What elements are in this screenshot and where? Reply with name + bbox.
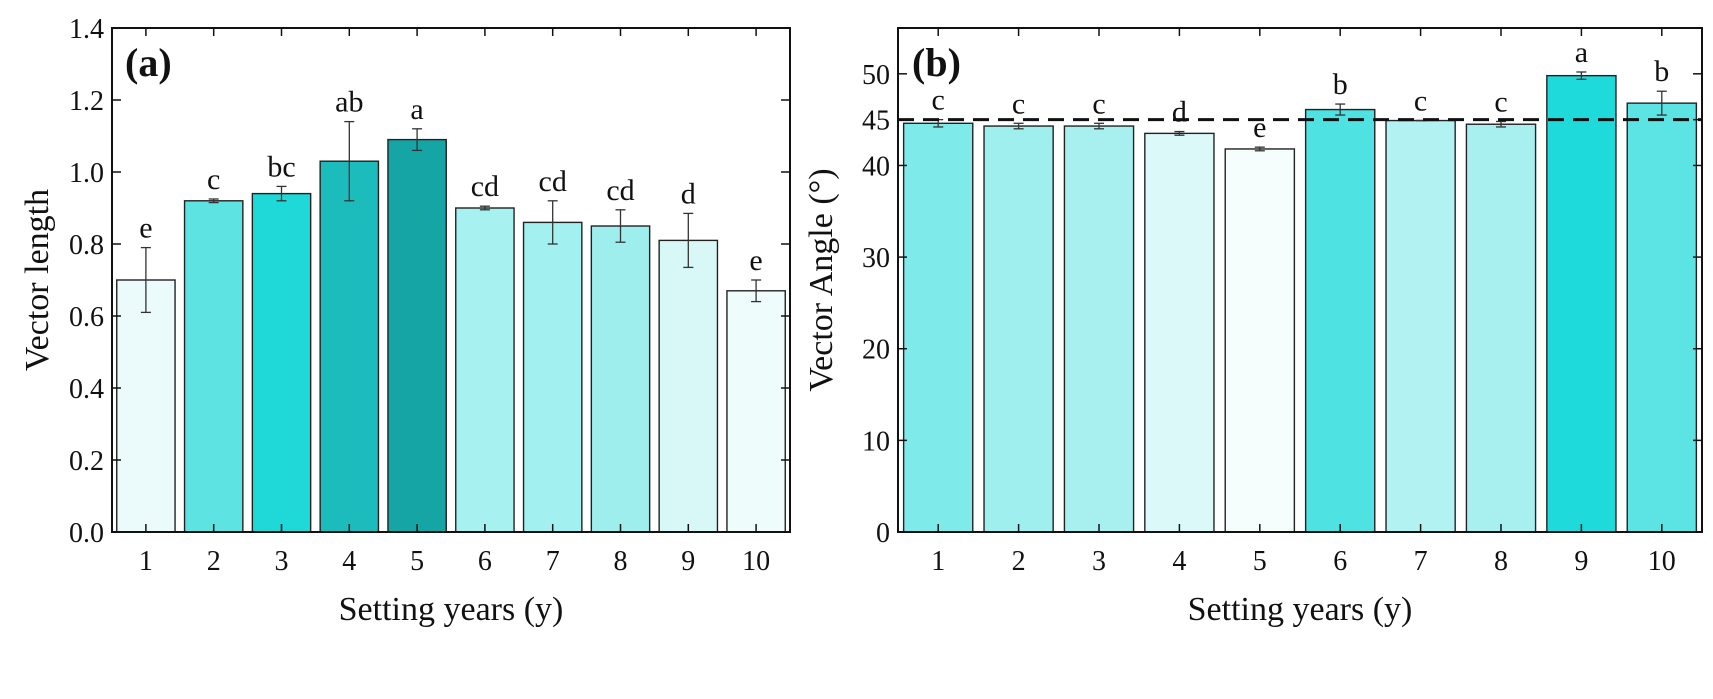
bar <box>658 239 719 533</box>
y-tick-label: 20 <box>862 335 890 366</box>
significance-label: cd <box>471 170 499 203</box>
significance-label: e <box>139 212 152 245</box>
significance-label: b <box>1333 68 1348 101</box>
bar <box>590 225 651 533</box>
significance-label: a <box>1575 36 1588 69</box>
panel-label: (a) <box>125 40 172 85</box>
y-tick-label: 1.0 <box>69 158 104 189</box>
x-tick-label: 10 <box>742 546 770 577</box>
y-tick-label: 0 <box>876 518 890 549</box>
bar <box>1224 148 1296 533</box>
x-axis-title: Setting years (y) <box>1188 591 1413 628</box>
x-tick-label: 2 <box>207 546 221 577</box>
y-tick-label: 0.0 <box>69 518 104 549</box>
x-tick-label: 10 <box>1648 546 1676 577</box>
x-tick-label: 9 <box>681 546 695 577</box>
significance-label: c <box>1012 87 1025 120</box>
x-axis-title: Setting years (y) <box>339 591 564 628</box>
significance-label: c <box>932 84 945 117</box>
bar <box>1626 102 1698 533</box>
y-tick-label: 45 <box>862 106 890 137</box>
bar <box>1546 74 1617 533</box>
bar <box>319 160 380 533</box>
bar <box>455 207 515 533</box>
bar <box>183 200 244 533</box>
significance-label: c <box>1414 85 1427 118</box>
y-axis-title: Vector Angle (°) <box>803 168 840 391</box>
bar <box>1385 119 1456 533</box>
significance-label: ab <box>335 86 363 119</box>
chart-panel-b: c 1 c 2 c 3 d 4 e 5 b 6 c 7 c 8 a 9 b 10 0 10 20 30 40 45 50 (b) Set… <box>803 27 1703 628</box>
y-axis-title: Vector length <box>19 189 56 371</box>
significance-label: e <box>1253 111 1266 144</box>
significance-label: d <box>1172 96 1187 129</box>
x-tick-label: 3 <box>275 546 289 577</box>
bar <box>726 290 786 533</box>
significance-label: d <box>681 177 696 210</box>
y-tick-label: 0.6 <box>69 302 104 333</box>
significance-label: e <box>749 244 762 277</box>
bar <box>1144 132 1215 533</box>
bar <box>387 138 447 533</box>
y-tick-label: 40 <box>862 151 890 182</box>
y-tick-label: 0.2 <box>69 446 104 477</box>
bar <box>251 192 312 533</box>
significance-label: cd <box>539 165 567 198</box>
x-tick-label: 5 <box>410 546 424 577</box>
x-tick-label: 1 <box>139 546 153 577</box>
y-tick-label: 1.2 <box>69 86 104 117</box>
significance-label: a <box>410 93 423 126</box>
x-tick-label: 8 <box>1494 546 1508 577</box>
x-tick-label: 2 <box>1012 546 1026 577</box>
y-tick-label: 1.4 <box>69 14 104 45</box>
x-tick-label: 7 <box>1414 546 1428 577</box>
significance-label: c <box>1092 87 1105 120</box>
x-tick-label: 7 <box>546 546 560 577</box>
y-tick-label: 10 <box>862 426 890 457</box>
bar <box>983 125 1054 533</box>
panel-label: (b) <box>912 40 961 85</box>
bar <box>522 221 583 533</box>
x-tick-label: 4 <box>1172 546 1186 577</box>
y-tick-label: 0.4 <box>69 374 104 405</box>
x-tick-label: 8 <box>614 546 628 577</box>
y-tick-label: 30 <box>862 243 890 274</box>
x-tick-label: 6 <box>1333 546 1347 577</box>
significance-label: c <box>207 163 220 196</box>
bar <box>1304 108 1376 533</box>
y-tick-label: 50 <box>862 60 890 91</box>
bar <box>902 122 974 533</box>
significance-label: bc <box>267 150 295 183</box>
x-tick-label: 1 <box>931 546 945 577</box>
plot-frame <box>897 27 1703 533</box>
chart-panel-a: e 1 c 2 bc 3 ab 4 a 5 cd 6 cd 7 cd 8 d 9 e 10 0.0 0.2 0.4 0.6 0.… <box>19 14 791 628</box>
significance-label: cd <box>606 174 634 207</box>
x-tick-label: 6 <box>478 546 492 577</box>
x-tick-label: 9 <box>1574 546 1588 577</box>
x-tick-label: 4 <box>342 546 356 577</box>
bar <box>1063 125 1135 533</box>
x-tick-label: 3 <box>1092 546 1106 577</box>
bar <box>116 279 176 533</box>
plot-frame <box>111 27 791 533</box>
x-tick-label: 5 <box>1253 546 1267 577</box>
significance-label: c <box>1494 85 1507 118</box>
bar <box>1465 123 1537 533</box>
y-tick-label: 0.8 <box>69 230 104 261</box>
significance-label: b <box>1654 55 1669 88</box>
